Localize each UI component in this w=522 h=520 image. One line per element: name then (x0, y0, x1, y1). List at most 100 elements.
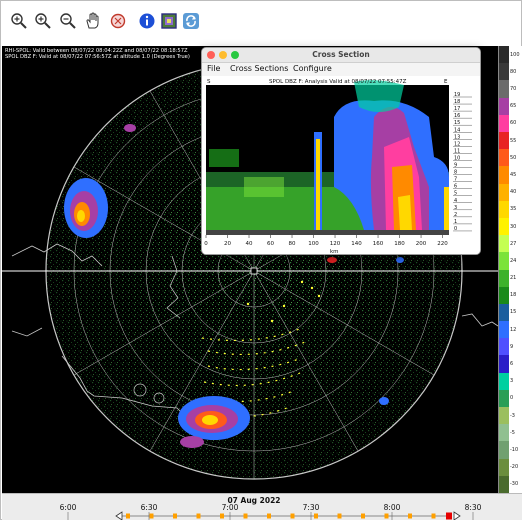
timeline-tick-label: 8:30 (465, 503, 482, 512)
timeline-frame[interactable] (126, 513, 130, 519)
section-start-label: S (207, 79, 211, 85)
color-scale-swatch (499, 372, 509, 391)
color-scale-label: -10 (510, 447, 519, 454)
timeline-frame[interactable] (408, 513, 412, 519)
timeline-frame[interactable] (361, 513, 365, 519)
current-frame-marker[interactable] (446, 512, 452, 520)
timeline-frame[interactable] (314, 513, 318, 519)
info-icon[interactable] (137, 11, 157, 31)
menu-bar: File Cross Sections Configure (202, 63, 480, 76)
x-tick-label: 220 (437, 241, 448, 247)
timeline-frame[interactable] (243, 513, 248, 519)
minimize-button[interactable] (219, 51, 227, 59)
x-tick-label: 160 (373, 241, 384, 247)
color-scale-label: 55 (510, 137, 517, 144)
color-scale: 100 80 70 65 60 55 50 45 40 35 30 27 24 21 18 15 12 9 6 3 0-… (498, 46, 522, 494)
color-scale-label: 45 (510, 171, 517, 178)
y-tick-label: 3 (454, 205, 457, 211)
y-tick-label: 11 (454, 148, 460, 154)
y-tick-label: 14 (454, 127, 460, 133)
color-scale-label: 65 (510, 103, 517, 110)
layers-icon[interactable] (159, 11, 179, 31)
timeline-frame[interactable] (290, 513, 295, 519)
maximize-button[interactable] (231, 51, 239, 59)
y-tick-label: 5 (454, 191, 457, 197)
start-handle-icon[interactable] (115, 511, 123, 520)
cross-section-plot-title: SPOL DBZ F: Analysis Valid at 08/07/22 0… (269, 79, 407, 85)
radar-site-marker (250, 267, 258, 275)
end-handle-icon[interactable] (453, 511, 461, 520)
y-tick-label: 2 (454, 212, 457, 218)
timeline-frame[interactable] (267, 513, 271, 519)
color-scale-swatch (499, 389, 509, 408)
x-tick-label: 200 (416, 241, 427, 247)
reset-icon[interactable] (108, 11, 128, 31)
status-line-rhi: RHI-SPOL: Valid between 08/07/22 08:04:2… (5, 48, 188, 54)
x-axis-ticks: 0 20 40 60 80 100 120 140 160 180 200 220 (204, 235, 448, 247)
timeline-frames[interactable] (126, 513, 436, 519)
y-tick-label: 9 (454, 163, 457, 169)
y-tick-label: 19 (454, 92, 460, 98)
color-scale-swatch (499, 321, 509, 339)
timeline-frame[interactable] (337, 513, 342, 519)
color-scale-swatch (499, 80, 509, 99)
menu-file[interactable]: File (207, 64, 221, 73)
window-title: Cross Section (312, 50, 370, 59)
status-line-ppi: SPOL DBZ F: Valid at 08/07/22 07:56:57Z … (5, 54, 190, 61)
cross-section-plot[interactable]: SPOL DBZ F: Analysis Valid at 08/07/22 0… (204, 77, 480, 254)
timeline-frame[interactable] (384, 513, 389, 519)
color-scale-swatch (499, 355, 509, 374)
zoom-in-icon[interactable] (33, 11, 53, 31)
y-tick-label: 12 (454, 141, 460, 147)
color-scale-swatch (499, 252, 509, 270)
cross-section-echoes (206, 80, 449, 230)
y-tick-label: 10 (454, 155, 460, 161)
color-scale-swatch (499, 286, 509, 305)
close-button[interactable] (207, 51, 215, 59)
menu-configure[interactable]: Configure (293, 64, 332, 73)
refresh-icon[interactable] (181, 11, 201, 31)
status-text: RHI-SPOL: Valid between 08/07/22 08:04:2… (5, 48, 190, 60)
timeline-date: 07 Aug 2022 (227, 496, 280, 505)
y-tick-label: 15 (454, 120, 460, 126)
color-scale-label: 40 (510, 189, 517, 196)
menu-cross-sections[interactable]: Cross Sections (230, 64, 289, 73)
y-tick-label: 4 (454, 198, 457, 204)
timeline-frame[interactable] (431, 513, 436, 519)
timeline-frame[interactable] (173, 513, 177, 519)
color-scale-label: 70 (510, 85, 517, 92)
x-tick-label: 100 (308, 241, 319, 247)
pan-hand-icon[interactable] (83, 11, 103, 31)
zoom-out-icon[interactable] (58, 11, 78, 31)
zoom-fit-icon[interactable] (9, 11, 29, 31)
color-scale-label: -20 (510, 464, 519, 471)
timeline-frame[interactable] (149, 513, 154, 519)
color-scale-swatch (499, 475, 509, 494)
x-tick-label: 40 (246, 241, 253, 247)
color-scale-swatch (499, 338, 509, 356)
y-tick-label: 16 (454, 113, 460, 119)
color-scale-label: 9 (510, 343, 514, 350)
color-scale-label: 60 (510, 120, 517, 127)
color-scale-swatch (499, 217, 509, 236)
color-scale-label: 35 (510, 206, 517, 213)
color-scale-swatch (499, 149, 509, 167)
color-scale-swatch (499, 131, 509, 150)
timeline-frame[interactable] (196, 513, 201, 519)
x-tick-label: 20 (224, 241, 231, 247)
y-tick-label: 0 (454, 226, 457, 232)
window-titlebar[interactable]: Cross Section (202, 48, 480, 63)
timeline-frame[interactable] (220, 513, 224, 519)
cross-section-window[interactable]: Cross Section File Cross Sections Config… (201, 47, 481, 255)
color-scale-label: 3 (510, 378, 514, 385)
color-scale-label: -5 (510, 429, 515, 436)
color-scale-label: 0 (510, 395, 514, 402)
coastline (11, 243, 188, 419)
time-slider-bar[interactable]: 07 Aug 2022 6:00 6:30 7:00 7:30 8:00 8:30 (2, 493, 522, 520)
y-tick-label: 17 (454, 106, 460, 112)
color-scale-label: 80 (510, 68, 517, 75)
x-tick-label: 80 (289, 241, 296, 247)
timeline-tick-label: 8:00 (384, 503, 401, 512)
color-scale-swatch (499, 424, 509, 442)
